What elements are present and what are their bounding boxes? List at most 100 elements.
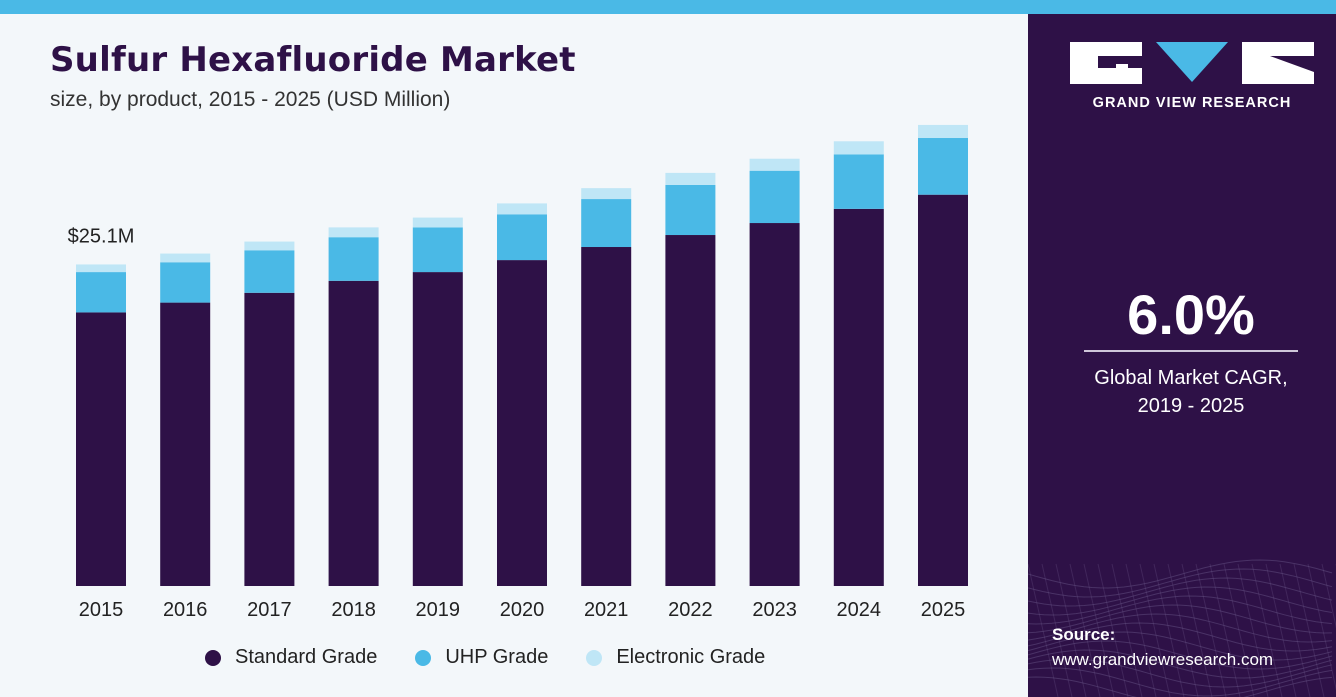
bar-uhp-grade-2023	[749, 170, 800, 224]
x-tick-label-2016: 2016	[163, 599, 208, 621]
cagr-divider	[1084, 350, 1298, 352]
wave-mesh-line	[1097, 563, 1129, 697]
wave-line	[1028, 586, 1333, 616]
source-label: Source:	[1052, 625, 1116, 644]
wave-mesh-line	[1251, 563, 1283, 697]
bar-uhp-grade-2016	[160, 262, 211, 303]
chart-legend: Standard Grade UHP Grade Electronic Grad…	[205, 646, 803, 669]
wave-mesh-line	[1041, 563, 1073, 697]
bar-standard-grade-2022	[665, 235, 716, 586]
bar-electronic-grade-2016	[160, 253, 211, 263]
legend-label-standard-grade: Standard Grade	[235, 646, 378, 668]
wave-line	[1028, 649, 1333, 679]
stacked-bar-chart: 2015 2016 2017 2018 2019 2020 2021 2022 2023 2024…	[68, 124, 968, 621]
wave-line	[1028, 631, 1333, 661]
wave-mesh-line	[1167, 563, 1199, 697]
bar-standard-grade-2016	[160, 302, 211, 586]
wave-line	[1028, 667, 1333, 697]
bar-electronic-grade-2015	[76, 264, 126, 273]
wave-mesh-line	[1195, 563, 1227, 697]
wave-mesh-line	[1055, 563, 1087, 697]
x-tick-label-2025: 2025	[921, 599, 966, 621]
bar-electronic-grade-2018	[328, 227, 379, 238]
wave-mesh-line	[1293, 563, 1325, 697]
x-tick-label-2018: 2018	[331, 599, 376, 621]
wave-mesh-line	[1139, 563, 1171, 697]
legend-label-uhp-grade: UHP Grade	[445, 646, 549, 668]
x-tick-label-2019: 2019	[416, 599, 461, 621]
cagr-value: 6.0%	[1127, 283, 1255, 346]
wave-mesh-line	[1069, 563, 1101, 697]
bar-uhp-grade-2022	[665, 184, 716, 236]
bar-standard-grade-2017	[244, 292, 295, 586]
bar-electronic-grade-2023	[749, 158, 800, 171]
bar-standard-grade-2025	[918, 194, 968, 586]
wave-line	[1028, 595, 1333, 625]
sidebar-panel	[1028, 14, 1336, 697]
wave-line	[1028, 568, 1333, 598]
wave-mesh-line	[1223, 563, 1255, 697]
cagr-caption: Global Market CAGR, 2019 - 2025	[1070, 364, 1312, 420]
x-tick-label-2017: 2017	[247, 599, 292, 621]
bar-standard-grade-2019	[412, 272, 463, 586]
wave-mesh-line	[1321, 563, 1336, 629]
legend-item-electronic-grade: Electronic Grade	[586, 646, 765, 669]
grand-view-research-logo	[1070, 42, 1314, 84]
wave-mesh-line	[1307, 563, 1336, 691]
bar-electronic-grade-2025	[918, 124, 968, 139]
wave-line	[1028, 559, 1333, 589]
bar-electronic-grade-2022	[665, 172, 716, 185]
bar-standard-grade-2018	[328, 280, 379, 586]
legend-label-electronic-grade: Electronic Grade	[616, 646, 766, 668]
x-tick-label-2021: 2021	[584, 599, 629, 621]
bar-uhp-grade-2018	[328, 237, 379, 281]
data-label-2015: $25.1M	[68, 225, 135, 247]
brand-name: GRAND VIEW RESEARCH	[1092, 95, 1292, 111]
legend-swatch-uhp-grade	[415, 649, 432, 666]
wave-mesh-line	[1209, 563, 1241, 697]
x-tick-label-2020: 2020	[500, 599, 545, 621]
wave-mesh-line	[1265, 563, 1297, 697]
top-accent-strip	[0, 0, 1336, 14]
bar-standard-grade-2015	[76, 312, 126, 586]
bar-uhp-grade-2019	[412, 227, 463, 273]
wave-line	[1028, 577, 1333, 607]
bar-electronic-grade-2024	[833, 141, 884, 155]
bar-uhp-grade-2015	[76, 272, 126, 313]
wave-mesh-line	[1279, 563, 1311, 697]
bar-electronic-grade-2019	[412, 217, 463, 228]
bar-standard-grade-2024	[833, 208, 884, 587]
legend-swatch-standard-grade	[205, 649, 221, 666]
bar-uhp-grade-2021	[581, 199, 632, 248]
wave-line	[1028, 613, 1333, 643]
chart-subtitle: size, by product, 2015 - 2025 (USD Milli…	[50, 88, 451, 111]
x-tick-label-2023: 2023	[752, 599, 797, 621]
bar-standard-grade-2021	[581, 247, 632, 586]
decorative-wave-graphic	[1028, 559, 1336, 697]
wave-line	[1028, 604, 1333, 634]
x-tick-label-2015: 2015	[79, 599, 124, 621]
legend-swatch-electronic-grade	[586, 649, 603, 666]
x-tick-label-2024: 2024	[837, 599, 882, 621]
bar-electronic-grade-2021	[581, 188, 632, 200]
legend-item-standard-grade: Standard Grade	[205, 646, 377, 669]
bar-uhp-grade-2024	[833, 154, 884, 209]
wave-line	[1028, 658, 1333, 688]
bar-standard-grade-2020	[497, 260, 547, 586]
wave-mesh-line	[1028, 563, 1059, 697]
bar-uhp-grade-2025	[918, 138, 968, 195]
wave-line	[1028, 676, 1333, 697]
source-url[interactable]: www.grandviewresearch.com	[1052, 650, 1274, 669]
wave-line	[1028, 622, 1333, 652]
bar-standard-grade-2023	[749, 223, 800, 586]
x-tick-label-2022: 2022	[668, 599, 713, 621]
wave-mesh-line	[1083, 563, 1115, 697]
bar-uhp-grade-2020	[497, 214, 547, 261]
bar-electronic-grade-2017	[244, 241, 295, 251]
wave-line	[1028, 640, 1333, 670]
wave-mesh-line	[1125, 563, 1157, 697]
wave-mesh-line	[1237, 563, 1269, 697]
wave-mesh-line	[1111, 563, 1143, 697]
wave-mesh-line	[1153, 563, 1185, 697]
